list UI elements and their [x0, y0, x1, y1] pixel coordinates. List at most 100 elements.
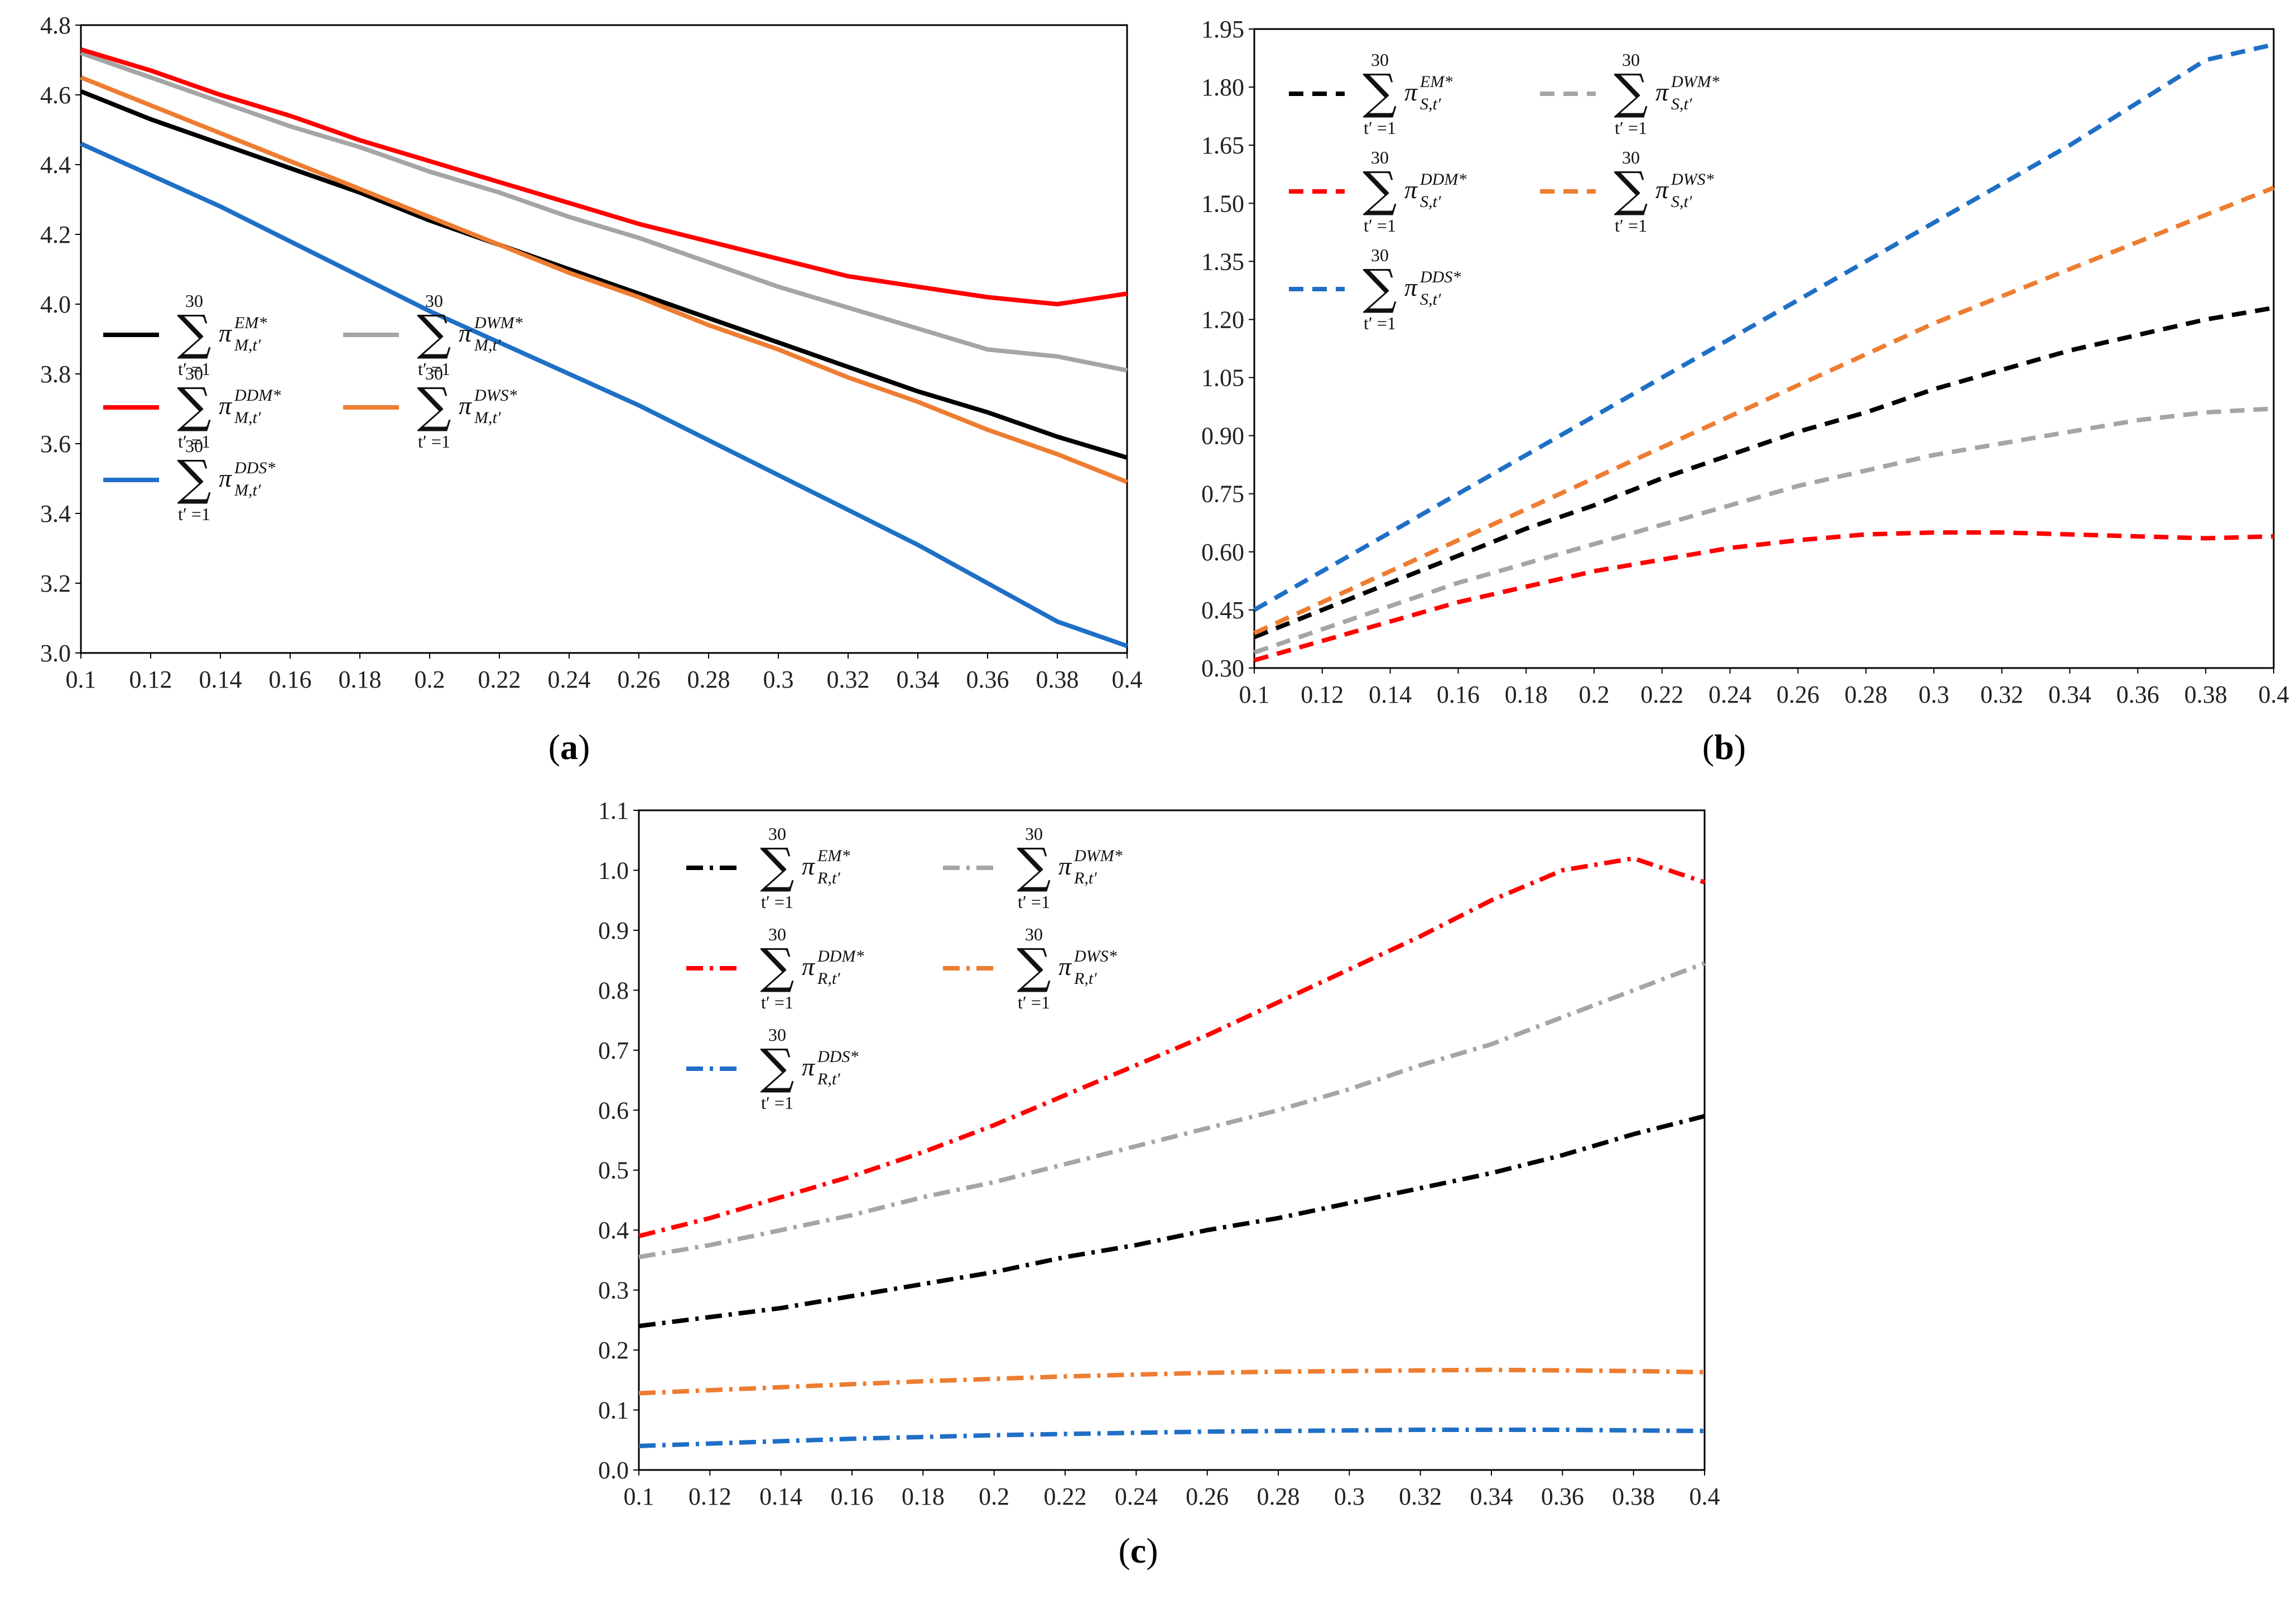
y-tick-label: 0.45: [1201, 597, 1244, 624]
y-tick-label: 1.50: [1201, 190, 1244, 217]
y-tick-label: 0.60: [1201, 539, 1244, 566]
legend-sum-symbol: ∑: [1614, 64, 1648, 120]
y-tick-label: 3.4: [40, 500, 71, 527]
legend-pi-symbol: π: [802, 1053, 816, 1081]
series-line-dws: [638, 1367, 1705, 1396]
chart-a: 3.0 3.2 3.4 3.6 3.8 4.0 4.2 4.4 4.6 4.8 0.1 0.12 0.1…: [40, 12, 1143, 767]
x-tick-label: 0.18: [1505, 681, 1548, 708]
legend-sum-symbol: ∑: [760, 838, 794, 894]
x-tick-label: 0.12: [689, 1483, 731, 1510]
x-tick-label: 0.4: [1689, 1483, 1720, 1510]
legend-lower-limit: t′ =1: [761, 892, 793, 912]
x-tick-label: 0.24: [548, 666, 591, 693]
legend-sum-symbol: ∑: [1363, 64, 1397, 120]
legend-subscript: R,t′: [1074, 969, 1097, 988]
x-tick-label: 0.22: [1044, 1483, 1087, 1510]
series-line-dwm: [80, 51, 1128, 373]
legend-sum-symbol: ∑: [177, 378, 211, 434]
x-tick-label: 0.12: [1301, 681, 1344, 708]
x-tick-label: 0.32: [827, 666, 870, 693]
x-tick-label: 0.3: [763, 666, 794, 693]
legend-lower-limit: t′ =1: [1018, 892, 1050, 912]
y-tick-label: 1.95: [1201, 16, 1244, 43]
y-tick-label: 4.2: [40, 221, 71, 248]
legend-subscript: R,t′: [1074, 869, 1097, 887]
legend-pi-symbol: π: [1655, 78, 1669, 106]
x-tick-label: 0.38: [2184, 681, 2227, 708]
x-tick-label: 0.36: [966, 666, 1009, 693]
x-tick-label: 0.26: [1186, 1483, 1229, 1510]
x-tick-label: 0.28: [687, 666, 730, 693]
legend-lower-limit: t′ =1: [178, 359, 210, 379]
legend-superscript: DDM*: [1419, 170, 1466, 189]
chart-b: 0.30 0.45 0.60 0.75 0.90 1.05 1.20 1.35 1.50 1.65…: [1201, 16, 2289, 767]
legend-sum-symbol: ∑: [1363, 162, 1397, 218]
x-tick-label: 0.1: [1239, 681, 1270, 708]
legend-upper-limit: 30: [185, 363, 203, 383]
legend-lower-limit: t′ =1: [178, 431, 210, 451]
legend-superscript: DDM*: [234, 386, 281, 405]
x-tick-label: 0.26: [618, 666, 661, 693]
legend-pi-symbol: π: [459, 391, 473, 420]
x-tick-label: 0.24: [1115, 1483, 1158, 1510]
legend-superscript: DDS*: [234, 459, 275, 477]
legend-upper-limit: 30: [768, 824, 786, 844]
legend-pi-symbol: π: [1655, 175, 1669, 204]
legend-upper-limit: 30: [425, 291, 443, 311]
legend-sum-symbol: ∑: [417, 378, 451, 434]
legend-pi-symbol: π: [219, 319, 233, 347]
y-tick-label: 3.0: [40, 640, 71, 667]
y-tick-label: 0.90: [1201, 422, 1244, 450]
legend-entry-dwm: 30∑t′ =1 π DWM* S,t′: [1540, 50, 1720, 138]
series-line-dws: [80, 75, 1128, 484]
legend-lower-limit: t′ =1: [178, 504, 210, 524]
legend-superscript: DWM*: [474, 314, 523, 332]
legend-pi-symbol: π: [219, 464, 233, 492]
y-tick-label: 0.75: [1201, 481, 1244, 508]
legend-entry-em: 30∑t′ =1 π EM* S,t′: [1289, 50, 1452, 138]
legend-pi-symbol: π: [802, 852, 816, 880]
legend-sum-symbol: ∑: [1363, 260, 1397, 315]
legend-subscript: M,t′: [234, 336, 261, 354]
y-tick-label: 3.8: [40, 361, 71, 388]
y-tick-label: 0.9: [598, 917, 629, 944]
x-tick-label: 0.12: [129, 666, 172, 693]
legend-pi-symbol: π: [802, 952, 816, 981]
legend-superscript: DDS*: [1419, 268, 1461, 286]
y-tick-label: 0.3: [598, 1277, 629, 1304]
legend-entry-dds: 30∑t′ =1 π DDS* S,t′: [1289, 245, 1461, 333]
x-tick-label: 0.18: [339, 666, 382, 693]
legend-entry-em: 30∑t′ =1 π EM* M,t′: [103, 291, 267, 379]
y-tick-label: 1.0: [598, 857, 629, 884]
legend-subscript: R,t′: [817, 869, 840, 887]
legend-upper-limit: 30: [1622, 50, 1640, 70]
y-tick-label: 1.20: [1201, 306, 1244, 333]
legend-superscript: EM*: [1419, 73, 1452, 91]
series-line-em: [1253, 305, 2274, 640]
legend-subscript: M,t′: [234, 481, 261, 499]
legend-superscript: EM*: [817, 847, 850, 865]
x-tick-label: 0.34: [2048, 681, 2091, 708]
y-tick-label: 0.7: [598, 1037, 629, 1064]
legend-sum-symbol: ∑: [760, 1039, 794, 1095]
legend-entry-dwm: 30∑t′ =1 π DWM* R,t′: [943, 824, 1123, 912]
legend-upper-limit: 30: [1371, 147, 1389, 167]
legend-subscript: M,t′: [474, 336, 501, 354]
legend-upper-limit: 30: [1371, 245, 1389, 265]
legend-upper-limit: 30: [1622, 147, 1640, 167]
y-tick-label: 1.80: [1201, 74, 1244, 101]
y-tick-label: 1.05: [1201, 364, 1244, 392]
x-tick-label: 0.34: [1470, 1483, 1513, 1510]
legend-superscript: EM*: [234, 314, 267, 332]
legend-sum-symbol: ∑: [1017, 838, 1051, 894]
x-tick-label: 0.26: [1777, 681, 1820, 708]
series-line-dws: [1253, 185, 2275, 636]
legend-lower-limit: t′ =1: [1364, 118, 1396, 138]
plot-frame-a: [80, 24, 1128, 654]
legend-lower-limit: t′ =1: [761, 1093, 793, 1113]
legend-entry-ddm: 30∑t′ =1 π DDM* S,t′: [1289, 147, 1466, 236]
legend-pi-symbol: π: [219, 391, 233, 420]
y-tick-label: 3.6: [40, 430, 71, 458]
legend-subscript: R,t′: [817, 1070, 840, 1088]
